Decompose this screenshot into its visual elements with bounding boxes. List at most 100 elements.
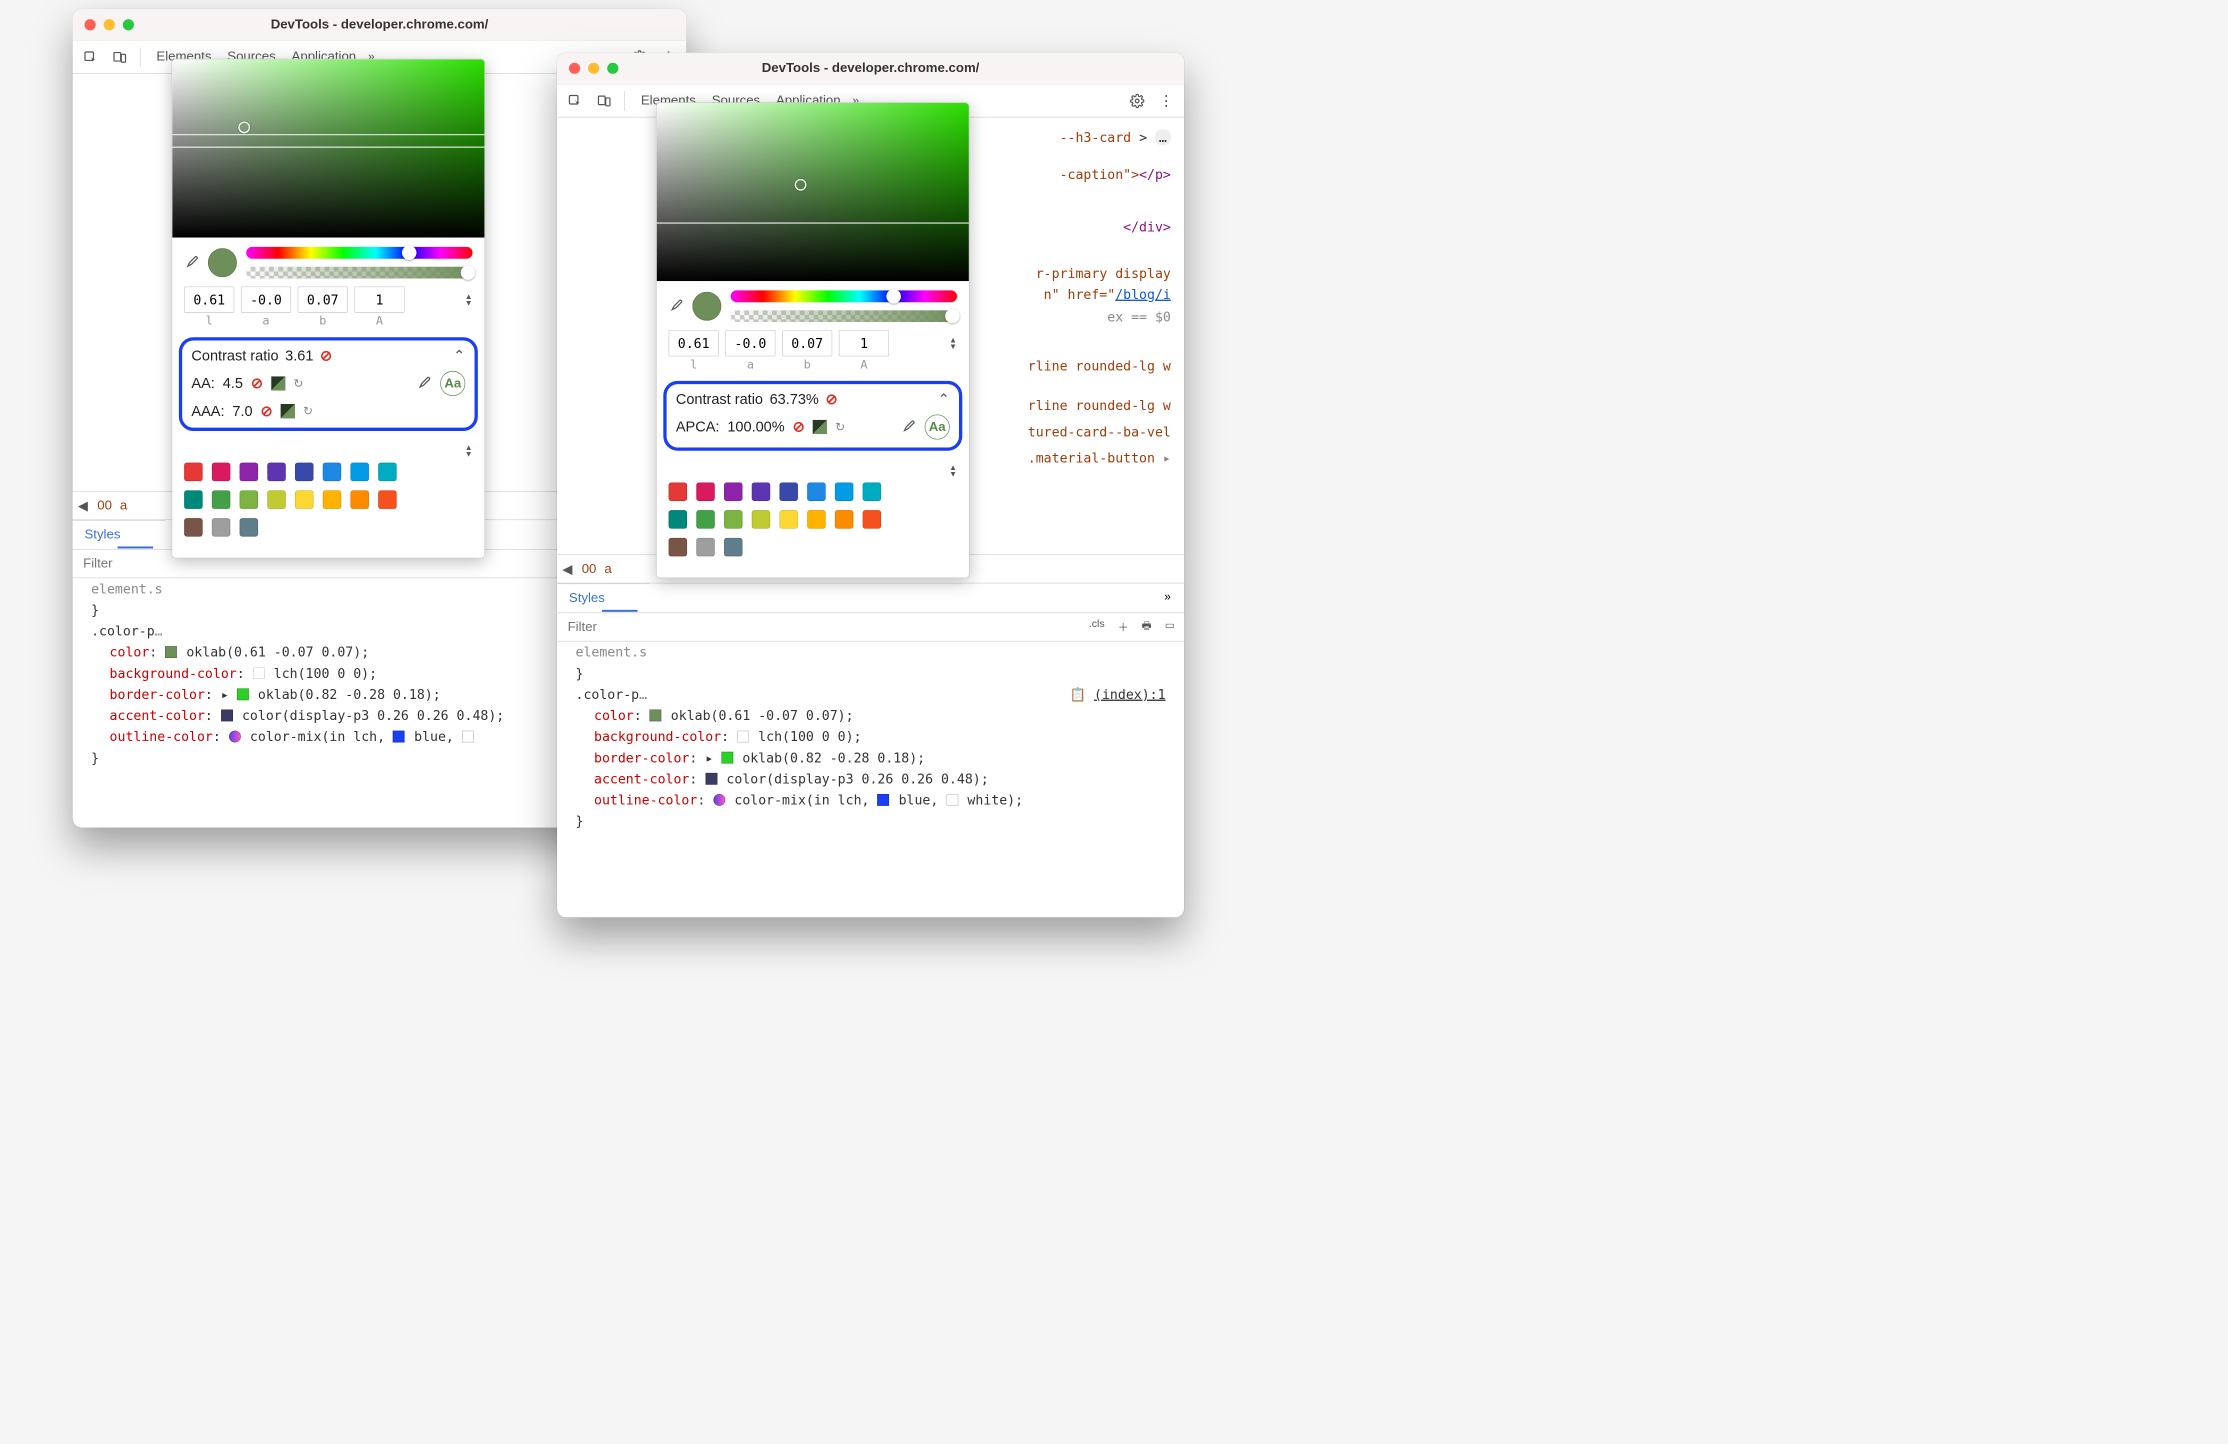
swatch-icon[interactable] — [650, 710, 662, 722]
value-l[interactable] — [669, 330, 719, 356]
close-icon[interactable] — [569, 63, 580, 74]
palette-swatch[interactable] — [323, 463, 341, 481]
slider-thumb[interactable] — [886, 289, 901, 304]
slider-thumb[interactable] — [402, 246, 417, 261]
refresh-icon[interactable]: ↻ — [303, 404, 313, 418]
breadcrumb-item[interactable]: a — [116, 498, 131, 513]
prop-background-color[interactable]: background-color — [110, 665, 237, 681]
preview-aa-badge[interactable]: Aa — [925, 414, 950, 439]
palette-swatch[interactable] — [807, 482, 825, 500]
chevron-left-icon[interactable]: ◀ — [557, 561, 578, 578]
hue-slider[interactable] — [246, 247, 472, 259]
swatch-icon[interactable] — [253, 667, 265, 679]
saturation-field[interactable] — [657, 103, 969, 281]
palette-swatch[interactable] — [267, 490, 285, 508]
prop-border-color[interactable]: border-color — [594, 750, 689, 766]
source-link[interactable]: 📋 (index):1 — [1070, 684, 1166, 705]
palette-swatch[interactable] — [669, 538, 687, 556]
eyedropper-icon[interactable] — [184, 253, 199, 271]
palette-swatch[interactable] — [212, 518, 230, 536]
palette-switch-icon[interactable]: ▲▼ — [949, 464, 957, 477]
palette-swatch[interactable] — [240, 518, 258, 536]
eyedropper-icon[interactable] — [669, 297, 684, 315]
fix-swatch-icon[interactable] — [271, 376, 286, 391]
eyedropper-icon[interactable] — [416, 374, 431, 392]
palette-swatch[interactable] — [835, 510, 853, 528]
chevron-left-icon[interactable]: ◀ — [73, 497, 94, 513]
print-icon[interactable]: 🖶 — [1142, 618, 1152, 636]
current-color-swatch[interactable] — [692, 292, 721, 321]
slider-thumb[interactable] — [945, 309, 960, 324]
palette-swatch[interactable] — [724, 510, 742, 528]
palette-swatch[interactable] — [240, 490, 258, 508]
palette-swatch[interactable] — [184, 463, 202, 481]
device-toggle-icon[interactable] — [107, 45, 132, 70]
plus-icon[interactable]: ＋ — [1118, 618, 1129, 636]
palette-swatch[interactable] — [669, 482, 687, 500]
palette-swatch[interactable] — [212, 463, 230, 481]
palette-swatch[interactable] — [378, 490, 396, 508]
current-color-swatch[interactable] — [208, 248, 237, 277]
palette-swatch[interactable] — [724, 482, 742, 500]
swatch-icon[interactable] — [165, 646, 177, 658]
breadcrumb-item[interactable]: 00 — [578, 561, 601, 576]
prop-accent-color[interactable]: accent-color — [594, 771, 689, 787]
value-b[interactable] — [298, 286, 348, 312]
saturation-field[interactable] — [172, 59, 484, 237]
palette-swatch[interactable] — [807, 510, 825, 528]
value-b[interactable] — [782, 330, 832, 356]
refresh-icon[interactable]: ↻ — [835, 420, 845, 434]
swatch-icon[interactable] — [737, 731, 749, 743]
swatch-icon[interactable] — [946, 794, 958, 806]
tab-styles[interactable]: Styles — [557, 583, 649, 612]
prop-color[interactable]: color — [110, 644, 150, 660]
kebab-icon[interactable]: ⋮ — [1154, 88, 1179, 113]
palette-swatch[interactable] — [669, 510, 687, 528]
palette-swatch[interactable] — [752, 510, 770, 528]
palette-swatch[interactable] — [378, 463, 396, 481]
palette-swatch[interactable] — [835, 482, 853, 500]
value-alpha[interactable] — [839, 330, 889, 356]
format-switch-icon[interactable]: ▲▼ — [465, 293, 473, 306]
device-toggle-icon[interactable] — [591, 88, 616, 113]
palette-swatch[interactable] — [350, 490, 368, 508]
preview-aa-badge[interactable]: Aa — [440, 371, 465, 396]
chevron-up-icon[interactable]: ⌃ — [453, 347, 465, 364]
palette-swatch[interactable] — [212, 490, 230, 508]
swatch-icon[interactable] — [721, 752, 733, 764]
prop-accent-color[interactable]: accent-color — [110, 708, 205, 724]
palette-swatch[interactable] — [696, 510, 714, 528]
prop-outline-color[interactable]: outline-color — [594, 792, 697, 808]
palette-switch-icon[interactable]: ▲▼ — [465, 444, 473, 457]
minimize-icon[interactable] — [588, 63, 599, 74]
alpha-slider[interactable] — [246, 267, 472, 279]
tab-styles[interactable]: Styles — [73, 520, 165, 549]
swatch-icon[interactable] — [713, 794, 725, 806]
palette-swatch[interactable] — [295, 490, 313, 508]
prop-border-color[interactable]: border-color — [110, 686, 205, 702]
slider-thumb[interactable] — [461, 265, 476, 280]
value-l[interactable] — [184, 286, 234, 312]
minimize-icon[interactable] — [104, 19, 115, 30]
value-alpha[interactable] — [354, 286, 404, 312]
fix-swatch-icon[interactable] — [281, 404, 296, 419]
zoom-icon[interactable] — [123, 19, 134, 30]
palette-swatch[interactable] — [184, 518, 202, 536]
palette-swatch[interactable] — [267, 463, 285, 481]
breadcrumb-item[interactable]: a — [600, 561, 615, 576]
gear-icon[interactable] — [1125, 88, 1150, 113]
swatch-icon[interactable] — [462, 731, 474, 743]
palette-swatch[interactable] — [863, 482, 881, 500]
palette-swatch[interactable] — [724, 538, 742, 556]
zoom-icon[interactable] — [607, 63, 618, 74]
panel-icon[interactable]: ▭ — [1165, 618, 1175, 636]
palette-swatch[interactable] — [779, 482, 797, 500]
chevron-up-icon[interactable]: ⌃ — [938, 391, 950, 408]
palette-swatch[interactable] — [696, 482, 714, 500]
breadcrumb-item[interactable]: 00 — [93, 498, 116, 513]
swatch-icon[interactable] — [705, 773, 717, 785]
filter-input[interactable] — [566, 619, 645, 636]
palette-swatch[interactable] — [350, 463, 368, 481]
palette-swatch[interactable] — [323, 490, 341, 508]
palette-swatch[interactable] — [240, 463, 258, 481]
